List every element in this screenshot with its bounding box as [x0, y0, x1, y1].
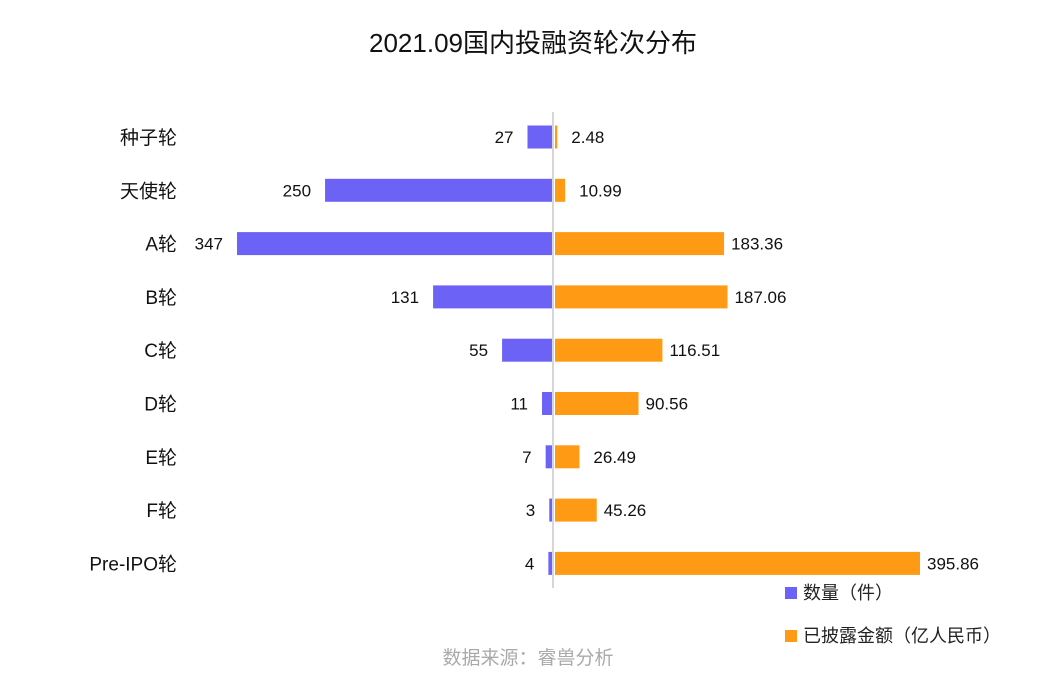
category-label: A轮: [145, 234, 177, 256]
bar-amount: [555, 338, 663, 362]
count-value-label: 11: [510, 395, 528, 414]
category-label: 天使轮: [120, 180, 177, 202]
amount-value-label: 183.36: [731, 235, 783, 254]
count-value-label: 55: [469, 341, 488, 360]
legend-swatch: [785, 630, 797, 642]
bar-amount: [555, 392, 639, 415]
chart-title: 2021.09国内投融资轮次分布: [369, 28, 697, 58]
count-value-label: 7: [522, 448, 531, 467]
count-value-label: 347: [195, 235, 223, 254]
bar-count: [548, 551, 552, 575]
legend-label: 数量（件）: [803, 583, 893, 603]
category-label: E轮: [145, 447, 177, 469]
count-value-label: 131: [391, 288, 419, 307]
bar-count: [237, 232, 552, 256]
amount-value-label: 2.48: [571, 128, 604, 147]
amount-value-label: 10.99: [579, 181, 622, 200]
count-value-label: 4: [525, 554, 534, 573]
bar-count: [545, 445, 552, 469]
amount-value-label: 45.26: [604, 501, 647, 520]
bar-amount: [555, 551, 920, 575]
count-value-label: 27: [495, 128, 514, 147]
amount-value-label: 116.51: [669, 341, 720, 360]
bar-count: [433, 285, 552, 309]
count-value-label: 250: [283, 181, 311, 200]
category-label: Pre-IPO轮: [89, 553, 177, 575]
category-label: 种子轮: [120, 127, 177, 149]
category-label: D轮: [144, 394, 177, 416]
amount-value-label: 90.56: [646, 395, 689, 414]
bar-count: [527, 125, 552, 149]
bar-count: [542, 392, 552, 415]
bar-amount: [555, 125, 558, 149]
legend-label: 已披露金额（亿人民币）: [803, 626, 1001, 646]
amount-value-label: 395.86: [927, 554, 979, 573]
bar-amount: [555, 498, 597, 522]
legend: 数量（件） 已披露金额（亿人民币）: [785, 583, 1001, 646]
legend-swatch: [785, 587, 797, 599]
bar-count: [549, 498, 552, 522]
category-label: B轮: [145, 287, 177, 309]
bar-amount: [555, 232, 725, 256]
category-label: F轮: [146, 500, 177, 522]
bar-amount: [555, 445, 580, 469]
source-note: 数据来源：睿兽分析: [442, 647, 613, 669]
amount-value-label: 187.06: [734, 288, 786, 307]
count-value-label: 3: [526, 501, 535, 520]
bar-amount: [555, 285, 728, 309]
category-label: C轮: [144, 340, 177, 362]
amount-value-label: 26.49: [593, 448, 636, 467]
bar-count: [502, 338, 552, 362]
bar-count: [325, 178, 552, 202]
bar-amount: [555, 178, 566, 202]
